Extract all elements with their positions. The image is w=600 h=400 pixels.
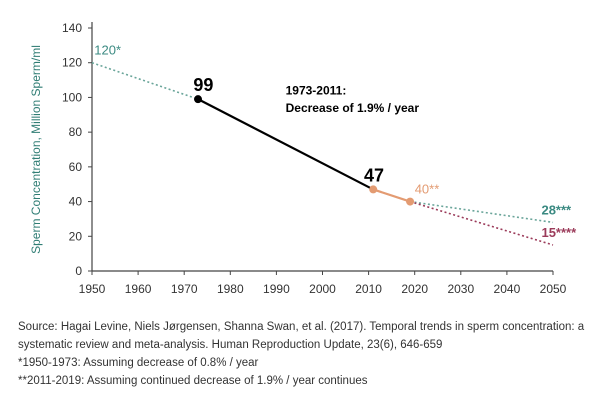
data-label-3: Decrease of 1.9% / year bbox=[286, 101, 420, 115]
data-label-1: 99 bbox=[193, 75, 213, 95]
footnote-1: *1950-1973: Assuming decrease of 0.8% / … bbox=[18, 357, 259, 369]
x-tick-label: 1990 bbox=[263, 282, 290, 296]
series-line-4 bbox=[409, 200, 554, 246]
x-tick-label: 1980 bbox=[217, 282, 244, 296]
x-tick-label: 2000 bbox=[309, 282, 336, 296]
x-tick-label: 2040 bbox=[494, 282, 521, 296]
y-tick-label: 60 bbox=[69, 160, 83, 174]
data-label-2: 1973-2011: bbox=[286, 84, 347, 98]
series-line-2 bbox=[372, 188, 411, 203]
data-label-6: 28*** bbox=[541, 202, 572, 217]
series-line-3 bbox=[409, 200, 554, 224]
y-tick-label: 100 bbox=[62, 90, 82, 104]
source-citation: Source: Hagai Levine, Niels Jørgensen, S… bbox=[18, 321, 585, 351]
x-tick-label: 2050 bbox=[540, 282, 567, 296]
x-tick-label: 1950 bbox=[79, 282, 106, 296]
x-tick-label: 2010 bbox=[355, 282, 382, 296]
annotations-group: 120* 99 1973-2011: Decrease of 1.9% / year 4… bbox=[94, 43, 577, 240]
data-label-7: 15**** bbox=[541, 225, 577, 240]
data-label-4: 47 bbox=[364, 165, 384, 185]
x-tick-label: 1970 bbox=[171, 282, 198, 296]
series-line-1 bbox=[197, 98, 374, 191]
markers-group bbox=[194, 95, 415, 206]
x-tick-label: 2020 bbox=[401, 282, 428, 296]
series-group bbox=[91, 61, 554, 246]
y-tick-label: 140 bbox=[62, 21, 82, 35]
y-tick-label: 120 bbox=[62, 56, 82, 70]
data-point-0 bbox=[194, 95, 203, 104]
y-tick-label: 80 bbox=[69, 125, 83, 139]
source-notes: Source: Hagai Levine, Niels Jørgensen, S… bbox=[18, 318, 588, 390]
x-tick-label: 1960 bbox=[125, 282, 152, 296]
series-line-0 bbox=[91, 61, 199, 100]
y-tick-label: 40 bbox=[69, 195, 83, 209]
x-tick-label: 2030 bbox=[447, 282, 474, 296]
y-tick-label: 0 bbox=[75, 264, 82, 278]
data-point-1 bbox=[369, 185, 378, 194]
data-label-5: 40** bbox=[415, 182, 440, 197]
y-tick-label: 20 bbox=[69, 229, 83, 243]
data-label-0: 120* bbox=[94, 43, 121, 58]
footnote-2: **2011-2019: Assuming continued decrease… bbox=[18, 375, 368, 387]
y-axis-title: Sperm Concentration, Million Sperm/ml bbox=[29, 45, 43, 254]
data-point-2 bbox=[406, 197, 415, 206]
